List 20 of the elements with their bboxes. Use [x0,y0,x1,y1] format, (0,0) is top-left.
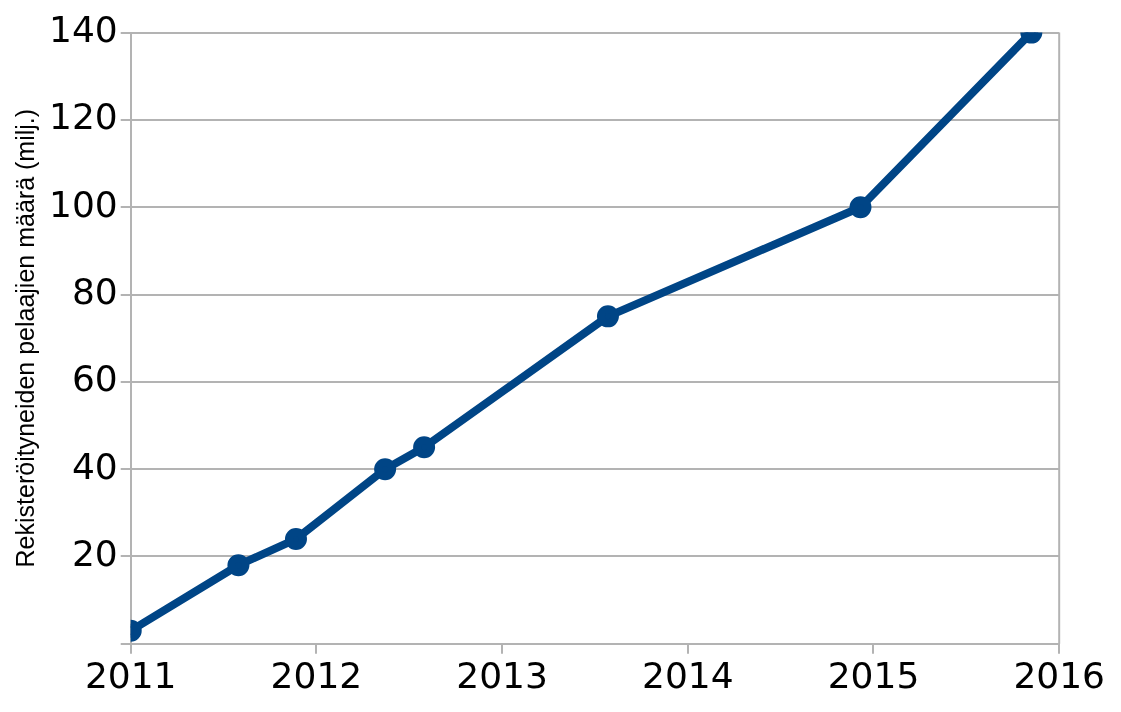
point [374,458,397,481]
y-tick-label: 80 [71,270,118,312]
x-tick-label: 2016 [1013,654,1105,696]
x-tick-label: 2015 [827,654,920,696]
x-tick-label: 2011 [84,654,177,696]
x-tick-label: 2012 [270,654,363,696]
point [413,436,436,459]
y-tick-label: 60 [71,358,118,400]
y-tick-label: 40 [71,445,118,487]
x-tick-label: 2013 [456,654,548,696]
y-tick-label: 140 [48,8,118,50]
y-tick-label: 100 [48,183,118,225]
point [227,554,250,577]
y-tick-label: 120 [48,96,118,138]
point [284,528,307,551]
x-tick-label: 2014 [641,654,734,696]
point [849,196,872,219]
y-axis-title: Rekisteröityneiden pelaajien määrä (milj.) [10,108,39,568]
point [596,305,619,328]
y-tick-label: 20 [71,532,118,574]
